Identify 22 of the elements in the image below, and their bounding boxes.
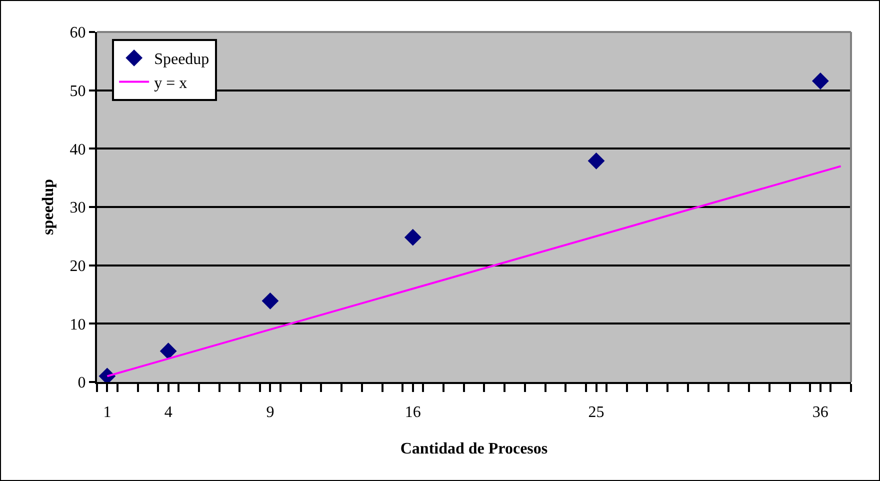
y-tick-label: 40	[70, 141, 86, 158]
legend-label: Speedup	[154, 51, 210, 68]
x-tick-label: 16	[404, 404, 421, 422]
y-axis-title: speedup	[40, 178, 58, 236]
y-tick-label: 50	[70, 82, 86, 100]
y-tick-label: 0	[78, 374, 86, 392]
point	[812, 72, 829, 90]
y-tick-label: 60	[70, 24, 86, 42]
x-axis-title: Cantidad de Procesos	[400, 440, 548, 458]
point	[262, 292, 279, 310]
legend-label: y = x	[154, 74, 188, 92]
y-tick-label: 30	[70, 200, 86, 217]
x-tick-label: 25	[588, 404, 604, 422]
point	[160, 342, 177, 360]
x-tick-label: 1	[103, 404, 112, 422]
point	[588, 152, 605, 170]
y-tick-label: 20	[70, 258, 86, 275]
x-tick-label: 9	[266, 404, 274, 422]
x-tick-label: 36	[812, 404, 828, 422]
x-tick-label: 4	[164, 404, 172, 422]
point	[404, 228, 422, 246]
y-tick-label: 10	[70, 316, 86, 334]
